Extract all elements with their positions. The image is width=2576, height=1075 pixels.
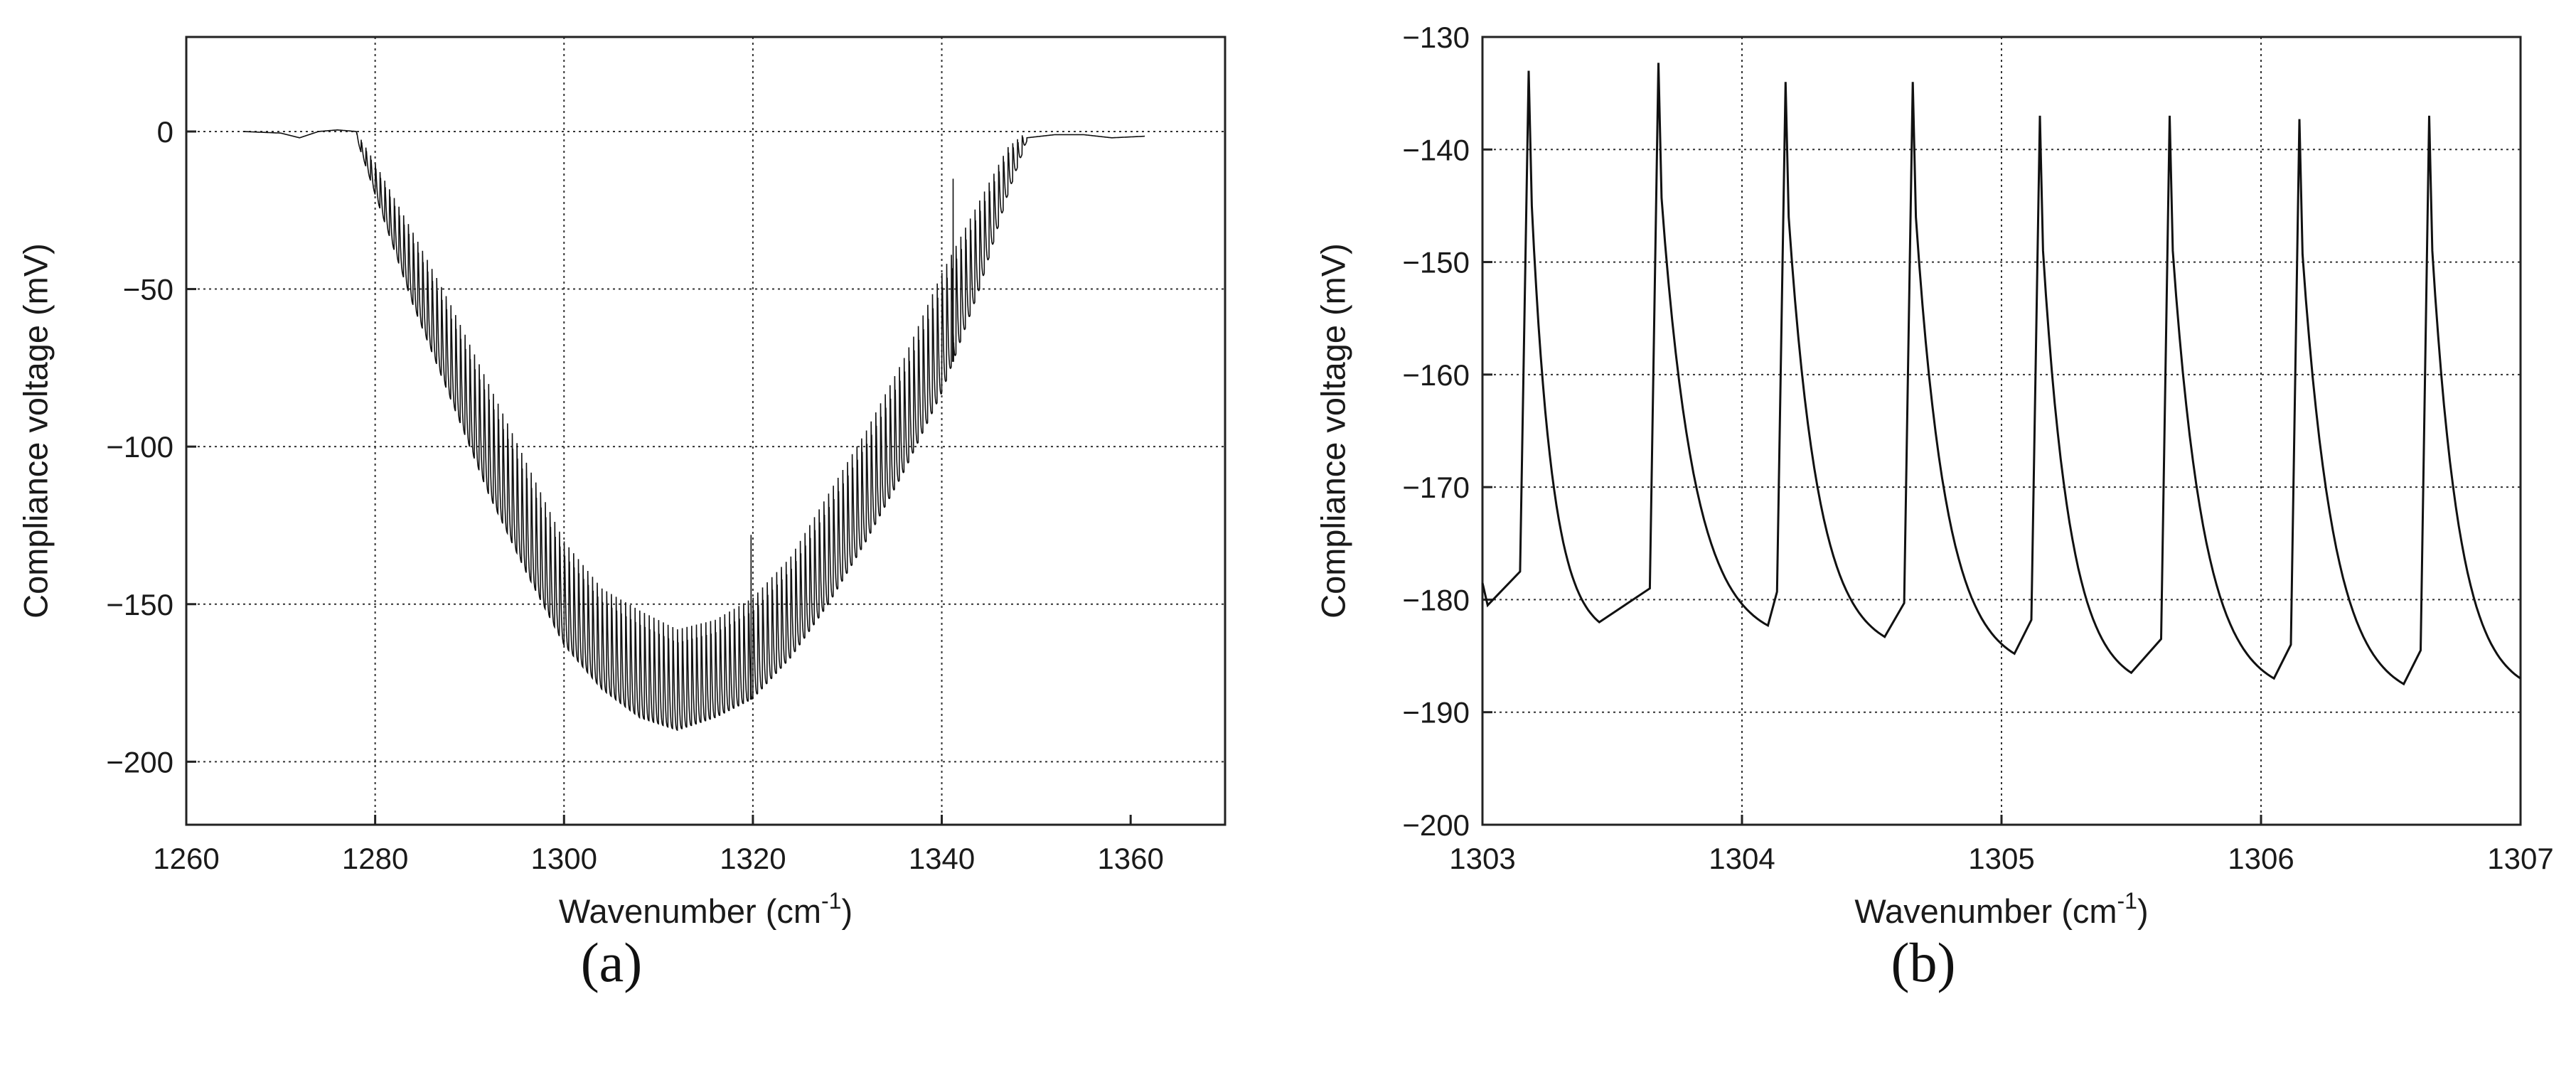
y-axis-title: Compliance voltage (mV) — [17, 243, 55, 619]
x-axis-title: Wavenumber (cm-1) — [1854, 888, 2148, 930]
y-tick-label: −140 — [1402, 133, 1470, 166]
y-axis-title: Compliance voltage (mV) — [1315, 243, 1352, 619]
y-tick-label: 0 — [157, 115, 173, 149]
y-tick-label: −130 — [1402, 21, 1470, 54]
y-tick-label: −160 — [1402, 358, 1470, 392]
x-tick-label: 1304 — [1709, 842, 1775, 875]
y-tick-label: −200 — [1402, 808, 1470, 842]
panel-label: (a) — [581, 931, 643, 993]
chart-panel-a: 1260 1280 1300 1320 1340 1360 0 −50 −100 −150 −200… — [17, 36, 1226, 993]
x-tick-label: 1300 — [531, 842, 597, 875]
x-tick-label: 1303 — [1449, 842, 1515, 875]
plot-frame — [1481, 36, 2522, 826]
plot-frame — [185, 36, 1226, 826]
y-tick-label: −180 — [1402, 583, 1470, 616]
y-tick-label: −150 — [106, 588, 173, 621]
y-tick-label: −150 — [1402, 246, 1470, 279]
x-axis-title: Wavenumber (cm-1) — [559, 888, 853, 930]
y-tick-label: −50 — [123, 273, 173, 306]
series-line — [242, 129, 1145, 732]
x-tick-label: 1305 — [1968, 842, 2034, 875]
x-tick-label: 1340 — [909, 842, 975, 875]
series-line — [1481, 63, 2521, 686]
x-tick-label: 1360 — [1097, 842, 1163, 875]
y-tick-label: −100 — [106, 430, 173, 464]
panel-label: (b) — [1891, 931, 1956, 993]
x-tick-label: 1306 — [2228, 842, 2294, 875]
x-tick-label: 1280 — [342, 842, 408, 875]
y-tick-label: −190 — [1402, 696, 1470, 729]
x-tick-label: 1260 — [153, 842, 219, 875]
y-tick-label: −170 — [1402, 471, 1470, 504]
chart-panel-b: 1303 1304 1305 1306 1307 −130 −140 −150 −160 −170… — [1315, 21, 2554, 993]
x-tick-label: 1307 — [2487, 842, 2553, 875]
y-tick-label: −200 — [106, 745, 173, 779]
x-tick-label: 1320 — [720, 842, 786, 875]
